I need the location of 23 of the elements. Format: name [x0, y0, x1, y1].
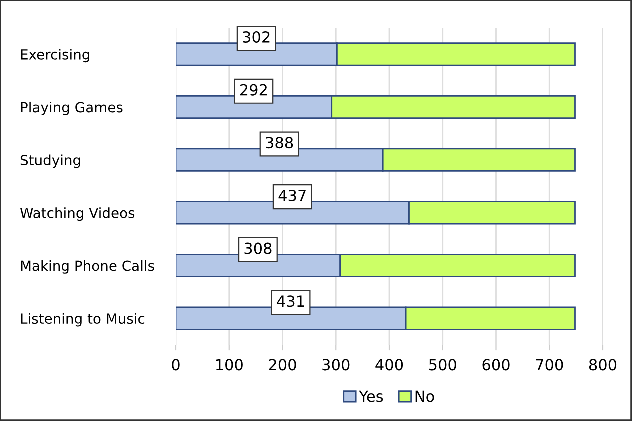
x-tick-label: 700 — [536, 359, 564, 371]
y-tick-label: Listening to Music — [21, 313, 145, 327]
data-label: 302 — [243, 31, 270, 43]
data-label: 437 — [278, 190, 306, 202]
data-label: 308 — [244, 242, 272, 254]
data-label: 388 — [266, 137, 294, 149]
x-tick-label: 600 — [482, 359, 510, 371]
data-label: 292 — [240, 84, 267, 96]
x-tick-label: 400 — [376, 359, 404, 371]
y-tick-label: Studying — [20, 154, 80, 168]
x-tick-label: 0 — [172, 359, 180, 371]
x-tick-label: 500 — [429, 359, 456, 371]
x-tick-label: 300 — [322, 359, 350, 371]
y-tick-label: Exercising — [21, 49, 90, 63]
x-tick-label: 200 — [269, 359, 296, 371]
y-tick-label: Playing Games — [21, 102, 123, 116]
x-tick-label: 800 — [589, 359, 617, 371]
y-tick-label: Watching Videos — [20, 208, 135, 222]
x-tick-label: 100 — [216, 359, 243, 371]
legend-label: Yes — [359, 390, 384, 402]
y-tick-label: Making Phone Calls — [21, 260, 154, 274]
data-label: 431 — [277, 296, 304, 308]
legend-label: No — [416, 390, 434, 402]
